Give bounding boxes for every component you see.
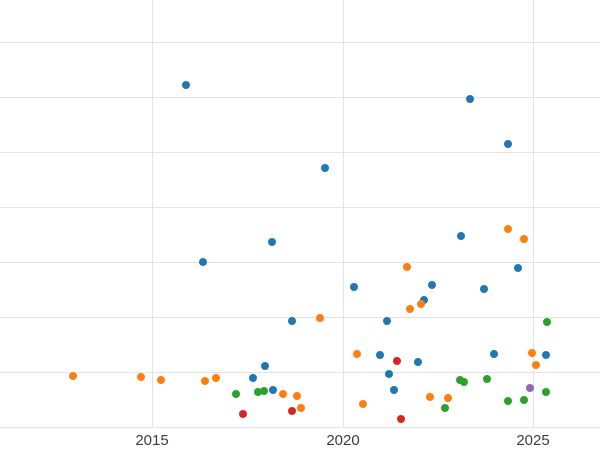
data-point bbox=[293, 392, 302, 400]
data-point bbox=[157, 376, 166, 384]
data-point bbox=[358, 400, 367, 408]
data-point bbox=[405, 305, 414, 313]
data-point bbox=[181, 81, 190, 89]
data-point bbox=[316, 314, 325, 322]
data-point bbox=[526, 384, 535, 392]
horizontal-gridline bbox=[0, 262, 600, 263]
vertical-gridline bbox=[152, 0, 153, 428]
data-point bbox=[483, 375, 491, 383]
data-point bbox=[279, 390, 288, 398]
horizontal-gridline bbox=[0, 97, 600, 98]
data-point bbox=[419, 296, 428, 304]
data-point bbox=[440, 404, 449, 412]
data-point bbox=[403, 263, 412, 271]
data-point bbox=[479, 285, 488, 293]
data-point bbox=[212, 374, 221, 382]
data-point bbox=[269, 386, 278, 394]
data-point bbox=[287, 317, 296, 325]
data-point bbox=[287, 407, 296, 415]
horizontal-gridline bbox=[0, 427, 600, 428]
data-point bbox=[528, 349, 537, 357]
vertical-gridline bbox=[343, 0, 344, 428]
data-point bbox=[238, 410, 247, 418]
horizontal-gridline bbox=[0, 42, 600, 43]
data-point bbox=[541, 388, 550, 396]
data-point bbox=[384, 370, 393, 378]
x-tick-label: 2025 bbox=[516, 432, 550, 449]
data-point bbox=[413, 358, 422, 366]
vertical-gridline bbox=[533, 0, 534, 428]
data-point bbox=[504, 397, 513, 405]
data-point bbox=[267, 238, 276, 246]
data-point bbox=[321, 164, 330, 172]
data-point bbox=[259, 387, 268, 395]
data-point bbox=[504, 225, 513, 233]
data-point bbox=[68, 372, 77, 380]
data-point bbox=[444, 394, 453, 402]
horizontal-gridline bbox=[0, 317, 600, 318]
x-tick-label: 2015 bbox=[135, 432, 169, 449]
data-point bbox=[232, 390, 241, 398]
data-point bbox=[376, 351, 385, 359]
horizontal-gridline bbox=[0, 152, 600, 153]
data-point bbox=[520, 235, 529, 243]
data-point bbox=[428, 281, 436, 289]
data-point bbox=[520, 396, 529, 404]
data-point bbox=[382, 317, 391, 325]
data-point bbox=[460, 378, 469, 386]
data-point bbox=[489, 350, 498, 358]
data-point bbox=[199, 258, 208, 266]
data-point bbox=[457, 232, 466, 240]
data-point bbox=[390, 386, 399, 394]
data-point bbox=[397, 415, 406, 423]
data-point bbox=[465, 95, 474, 103]
data-point bbox=[261, 362, 270, 370]
data-point bbox=[136, 373, 145, 381]
data-point bbox=[542, 318, 551, 326]
data-point bbox=[531, 361, 540, 369]
data-point bbox=[455, 376, 464, 384]
data-point bbox=[201, 377, 210, 385]
data-point bbox=[416, 300, 425, 308]
data-point bbox=[426, 393, 435, 401]
data-point bbox=[248, 374, 257, 382]
data-point bbox=[350, 283, 359, 291]
horizontal-gridline bbox=[0, 207, 600, 208]
x-tick-label: 2020 bbox=[326, 432, 360, 449]
data-point bbox=[513, 264, 522, 272]
data-point bbox=[353, 350, 362, 358]
data-point bbox=[392, 357, 401, 365]
horizontal-gridline bbox=[0, 372, 600, 373]
data-point bbox=[541, 351, 550, 359]
data-point bbox=[253, 388, 262, 396]
data-point bbox=[504, 140, 513, 148]
data-point bbox=[296, 404, 305, 412]
